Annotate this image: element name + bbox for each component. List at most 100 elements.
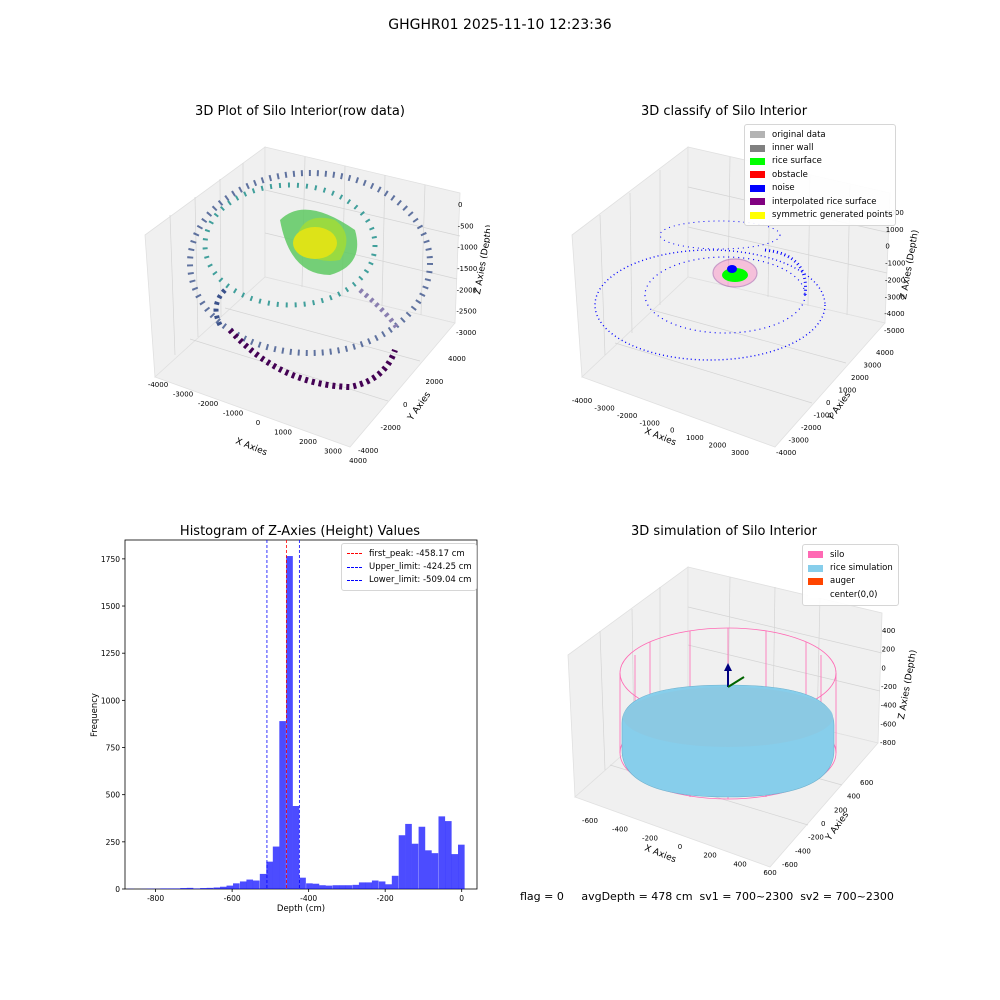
raw-z-tick: 0: [458, 201, 462, 209]
histogram-bar: [239, 881, 247, 889]
legend-item: first_peak: -458.17 cm: [347, 547, 471, 560]
raw-x-tick: -3000: [173, 391, 193, 399]
raw-x-tick: 1000: [274, 429, 292, 437]
raw-z-tick: -500: [458, 222, 474, 230]
classify-x-tick: -2000: [617, 412, 637, 420]
simulation-y-tick: 600: [860, 779, 873, 787]
legend-swatch: [750, 144, 765, 152]
histogram-bar: [180, 888, 187, 889]
histogram-bar: [391, 875, 399, 889]
legend-label: silo: [830, 549, 845, 560]
histogram-bar: [233, 883, 240, 889]
legend-swatch: [750, 131, 765, 139]
raw-x-tick: -4000: [148, 381, 168, 389]
histogram-y-tick: 1250: [101, 649, 120, 658]
raw-point-cloud: [187, 170, 433, 391]
classify-y-tick: 1000: [839, 387, 857, 395]
raw-xlabel: X Axies: [234, 437, 269, 459]
histogram-bar: [371, 880, 379, 889]
raw-plot-title: 3D Plot of Silo Interior(row data): [195, 104, 405, 119]
legend-swatch: [750, 211, 765, 219]
histogram-bar: [325, 885, 333, 889]
legend-item: obstacle: [750, 168, 890, 181]
classify-x-tick: -1000: [640, 419, 660, 427]
classify-plot-title: 3D classify of Silo Interior: [640, 104, 808, 119]
simulation-y-tick: 200: [834, 806, 847, 814]
classify-x-tick: 3000: [731, 449, 749, 457]
simulation-xlabel: X Axies: [643, 844, 678, 866]
histogram-bar: [319, 885, 326, 889]
classify-z-tick: -4000: [884, 310, 904, 318]
histogram-frame: [124, 539, 478, 890]
raw-z-tick: -2500: [456, 308, 476, 316]
legend-swatch: [808, 577, 823, 585]
classify-x-tick: 1000: [686, 434, 704, 442]
figure-title: GHGHR01 2025-11-10 12:23:36: [388, 17, 612, 33]
simulation-x-tick: 0: [678, 843, 682, 851]
legend-swatch: [808, 564, 823, 572]
legend-item: symmetric generated points: [750, 208, 893, 221]
legend-label: inner wall: [772, 143, 814, 154]
legend-label: first_peak: -458.17 cm: [369, 548, 465, 559]
histogram-bar: [186, 887, 194, 889]
legend-item: inner wall: [750, 141, 890, 154]
legend-item: rice surface: [750, 155, 890, 168]
simulation-y-tick: -400: [795, 847, 811, 855]
simulation-x-tick: -400: [612, 826, 628, 834]
histogram-title: Histogram of Z-Axies (Height) Values: [179, 524, 421, 539]
simulation-zlabel: Z Axies (Depth): [897, 649, 919, 720]
simulation-z-tick: 0: [881, 664, 885, 672]
histogram-legend: first_peak: -458.17 cm Upper_limit: -424…: [341, 543, 477, 592]
legend-label: noise: [772, 183, 795, 194]
classify-x-tick: -3000: [594, 404, 614, 412]
legend-item: Upper_limit: -424.25 cm: [347, 560, 472, 573]
classify-x-tick: 0: [670, 427, 674, 435]
histogram-y-tick: 1500: [101, 602, 120, 611]
simulation-x-tick: 400: [733, 860, 746, 868]
legend-item: interpolated rice surface: [750, 195, 890, 208]
raw-z-tick: -3000: [456, 329, 476, 337]
histogram-xlabel: Depth (cm): [277, 904, 325, 914]
histogram-y-tick: 0: [115, 885, 120, 894]
legend-swatch: [750, 171, 765, 179]
classify-x-tick: -4000: [572, 397, 592, 405]
simulation-ylabel: Y Axies: [824, 810, 852, 843]
legend-line: [347, 566, 362, 568]
simulation-plot-title: 3D simulation of Silo Interior: [631, 524, 817, 539]
simulation-x-tick: -200: [642, 834, 658, 842]
histogram-bar: [220, 886, 227, 889]
histogram-bar: [246, 879, 254, 889]
classify-y-tick: -3000: [789, 437, 809, 445]
histogram-bar: [292, 805, 300, 889]
raw-y-tick: 2000: [426, 378, 444, 386]
classify-legend: original data inner wall rice surface ob…: [744, 124, 896, 226]
histogram-bar: [444, 821, 452, 889]
legend-item: rice simulation: [808, 561, 893, 574]
simulation-y-tick: -600: [782, 861, 798, 869]
histogram-x-tick: -600: [224, 894, 241, 903]
histogram-x-tick: -400: [300, 894, 317, 903]
classify-z-tick: -5000: [884, 327, 904, 335]
histogram-bar: [398, 835, 406, 889]
simulation-z-tick: -600: [880, 720, 896, 728]
histogram-ylabel: Frequency: [90, 693, 100, 737]
raw-y-tick: -4000: [358, 447, 378, 455]
auger-marker: [724, 663, 745, 688]
raw-y-tick: 4000: [448, 355, 466, 363]
classify-x-tick: 2000: [709, 442, 727, 450]
raw-x-tick: 0: [256, 419, 260, 427]
legend-item: Lower_limit: -509.04 cm: [347, 574, 471, 587]
histogram-y-tick: 500: [106, 791, 121, 800]
histogram-chart: -800 -600 -400 -200 0 0 250 500 750 1000 1250 1500…: [90, 539, 478, 914]
classify-y-tick: 3000: [864, 362, 882, 370]
histogram-bar: [345, 885, 353, 889]
histogram-bar: [458, 844, 465, 889]
legend-swatch: [808, 551, 823, 559]
simulation-x-tick: 600: [763, 869, 776, 877]
simulation-z-tick: 400: [882, 627, 895, 635]
histogram-bar: [312, 883, 320, 889]
legend-label: Lower_limit: -509.04 cm: [369, 575, 472, 586]
histogram-bar: [378, 881, 386, 889]
raw-z-tick: -2000: [457, 286, 477, 294]
legend-swatch: [750, 198, 765, 206]
